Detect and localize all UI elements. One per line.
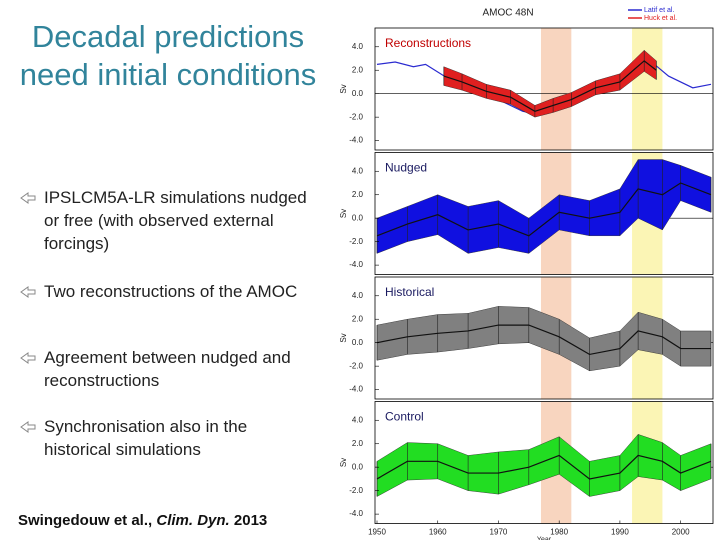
x-tick-label: 1970: [490, 528, 508, 537]
y-tick-label: -2.0: [349, 361, 363, 370]
x-tick-label: 1980: [550, 528, 568, 537]
y-tick-label: -2.0: [349, 486, 363, 495]
panel-label: Reconstructions: [385, 36, 471, 50]
panel-label: Historical: [385, 285, 434, 299]
panel: [375, 401, 713, 524]
series-line: [376, 182, 712, 237]
bullet-text: Agreement between nudged and reconstruct…: [44, 348, 291, 390]
chart-title: AMOC 48N: [482, 8, 533, 19]
panel-label: Control: [385, 410, 424, 424]
highlight-band: [632, 28, 663, 150]
bullet-text: Synchronisation also in the historical s…: [44, 417, 248, 459]
y-tick-label: 4.0: [352, 42, 364, 51]
bullet-icon: [20, 192, 36, 204]
y-tick-label: -2.0: [349, 237, 363, 246]
panel: [375, 28, 713, 150]
y-tick-label: 0.0: [352, 462, 364, 471]
y-tick-label: -4.0: [349, 509, 363, 518]
citation-authors: Swingedouw et al.,: [18, 512, 153, 529]
bullet: Synchronisation also in the historical s…: [18, 415, 318, 461]
y-tick-label: 4.0: [352, 291, 364, 300]
y-tick-label: 2.0: [352, 65, 364, 74]
panel-label: Nudged: [385, 161, 427, 175]
x-tick-label: 1960: [429, 528, 447, 537]
bullet: IPSLCM5A-LR simulations nudged or free (…: [18, 186, 318, 255]
bullet-icon: [20, 352, 36, 364]
figure: 4.0 2.0 0.0 -2.0 -4.0 Sv Reconstructions AMOC 4…: [338, 0, 720, 540]
bullet-text: Two reconstructions of the AMOC: [44, 282, 298, 301]
x-axis-label: Year: [537, 536, 552, 540]
y-tick-label: -4.0: [349, 136, 363, 145]
bullet-text: IPSLCM5A-LR simulations nudged or free (…: [44, 188, 307, 253]
spread-band: [443, 50, 657, 118]
legend-label: Latif et al.: [644, 7, 674, 14]
y-axis-label: Sv: [339, 84, 348, 93]
x-tick-label: 1950: [368, 528, 386, 537]
y-tick-label: 4.0: [352, 415, 364, 424]
x-tick-label: 1990: [611, 528, 629, 537]
citation-year: 2013: [233, 512, 268, 529]
bullet: Agreement between nudged and reconstruct…: [18, 346, 318, 392]
y-axis-label: Sv: [339, 333, 348, 342]
highlight-band: [540, 28, 572, 150]
bullet: Two reconstructions of the AMOC: [18, 280, 318, 303]
series-line: [376, 454, 712, 480]
y-tick-label: 2.0: [352, 190, 364, 199]
y-tick-label: 2.0: [352, 314, 364, 323]
y-axis-label: Sv: [339, 209, 348, 218]
citation-journal: Clim. Dyn.: [156, 512, 230, 529]
y-tick-label: 2.0: [352, 439, 364, 448]
panel-frame: [374, 401, 714, 524]
panel-frame: [374, 276, 714, 400]
y-tick-label: 0.0: [352, 213, 364, 222]
panel-frame: [374, 152, 714, 275]
bullet-icon: [20, 286, 36, 298]
panel: [375, 277, 713, 399]
y-tick-label: 0.0: [352, 89, 364, 98]
y-axis-label: Sv: [339, 458, 348, 467]
citation: Swingedouw et al., Clim. Dyn. 2013: [18, 512, 267, 529]
series-line: [376, 324, 711, 356]
panel: [375, 152, 713, 275]
y-tick-label: -4.0: [349, 385, 363, 394]
series-line: [443, 60, 657, 112]
y-tick-label: -4.0: [349, 260, 363, 269]
spread-band: [376, 159, 712, 254]
x-tick-label: 2000: [672, 528, 690, 537]
bullet-icon: [20, 421, 36, 433]
legend-label: Huck et al.: [644, 15, 677, 22]
slide-title: Decadal predictions need initial conditi…: [19, 19, 317, 92]
spread-band: [376, 306, 712, 372]
y-tick-label: 0.0: [352, 338, 364, 347]
y-tick-label: 4.0: [352, 166, 364, 175]
y-tick-label: -2.0: [349, 112, 363, 121]
panel-frame: [374, 27, 714, 151]
